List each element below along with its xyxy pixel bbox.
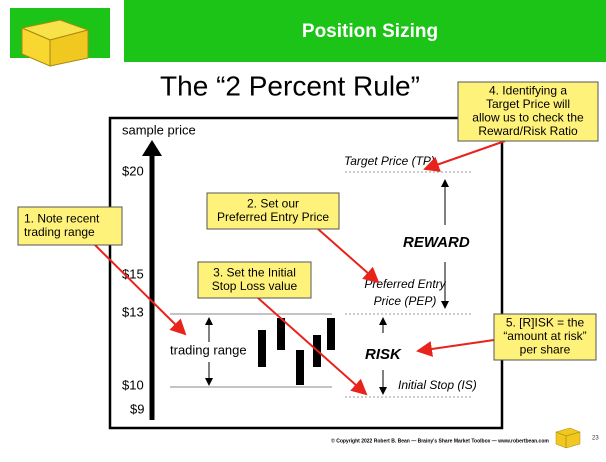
- callout-box: [457, 81, 599, 142]
- callout-text: per share: [520, 343, 571, 357]
- page-number: 23: [592, 436, 599, 442]
- callout-text: 1. Note recent: [24, 211, 100, 225]
- price-label: $10: [122, 377, 144, 392]
- callout-text: 4. Identifying a: [489, 83, 567, 97]
- logo: [10, 8, 110, 67]
- callout-text: “amount at risk”: [503, 329, 586, 343]
- footer-icon: [555, 427, 581, 449]
- axis-arrowhead: [142, 140, 162, 156]
- callout-text: Stop Loss value: [212, 279, 298, 293]
- header-bar: [124, 0, 606, 62]
- price-label: $9: [130, 401, 144, 416]
- slide-title: The “2 Percent Rule”: [160, 70, 420, 101]
- callout-text: allow us to check the: [472, 110, 584, 124]
- stop-label: Initial Stop (IS): [398, 378, 477, 392]
- axis-label: sample price: [122, 122, 196, 137]
- callout-box: [17, 206, 123, 246]
- callout-box: [493, 313, 597, 361]
- callout-text: trading range: [24, 225, 95, 239]
- callout-text: 5. [R]ISK = the: [506, 316, 585, 330]
- price-label: $13: [122, 304, 144, 319]
- callout-text: 3. Set the Initial: [213, 265, 296, 279]
- copyright: © Copyright 2022 Robert B. Bean — Brainy…: [331, 437, 549, 444]
- callout-text: Target Price will: [486, 97, 570, 111]
- target-label: Target Price (TP): [344, 154, 435, 168]
- entry-label: Price (PEP): [374, 294, 437, 308]
- risk-label: RISK: [365, 346, 402, 363]
- callout-box: [206, 192, 340, 230]
- trading-range-label: trading range: [170, 342, 247, 357]
- header-title: Position Sizing: [302, 21, 438, 42]
- callout-arrows: [94, 140, 506, 396]
- callout-box: [197, 261, 312, 299]
- reward-label: REWARD: [403, 234, 470, 251]
- entry-label: Preferred Entry: [364, 277, 446, 291]
- price-label: $20: [122, 163, 144, 178]
- callout-text: Reward/Risk Ratio: [478, 124, 578, 138]
- callout-text: 2. Set our: [247, 196, 299, 210]
- callout-text: Preferred Entry Price: [217, 210, 329, 224]
